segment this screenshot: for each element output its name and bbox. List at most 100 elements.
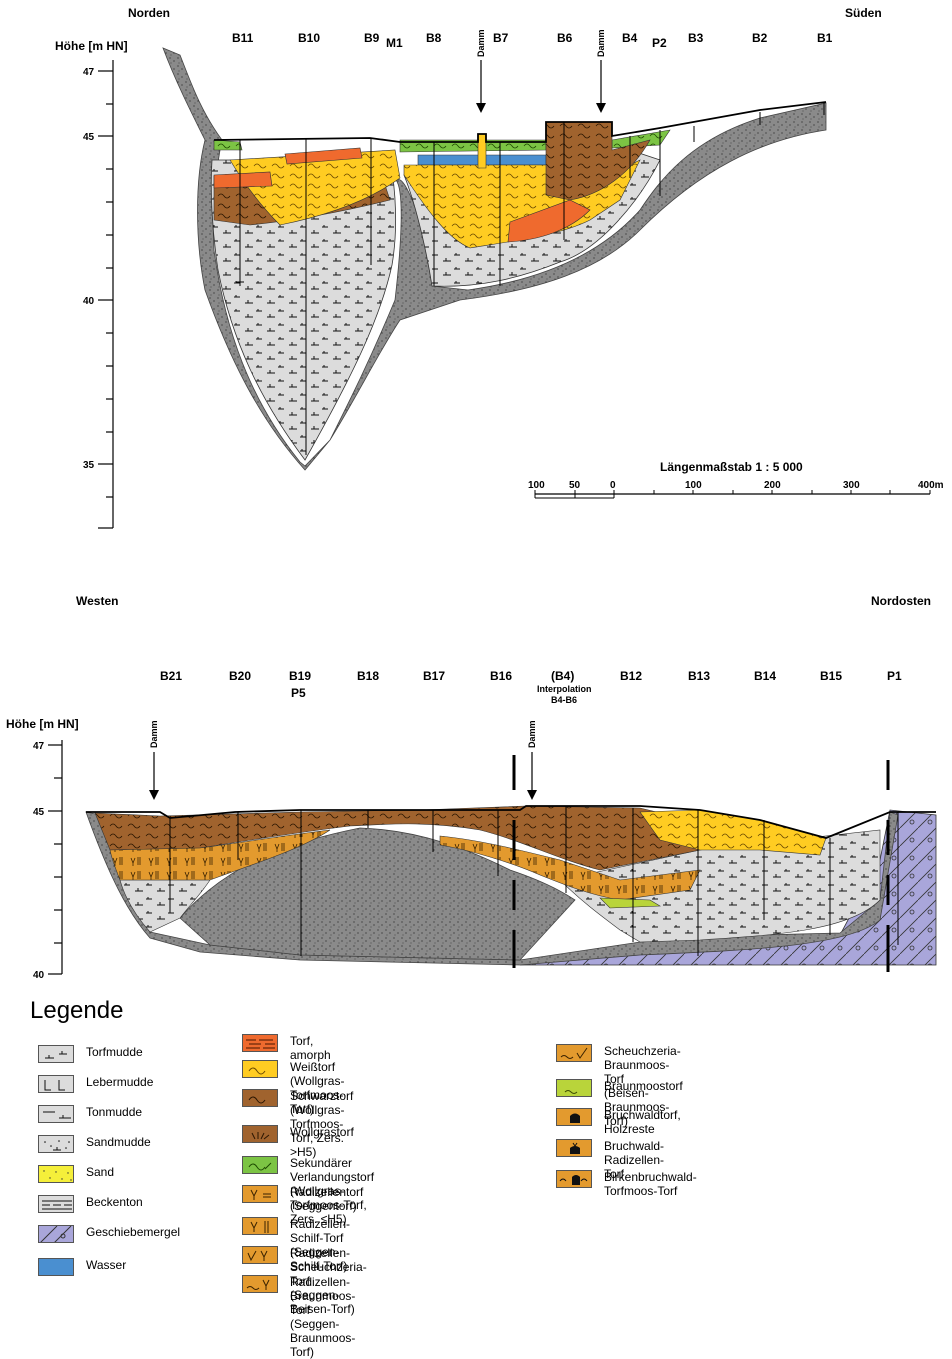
section2-borehole-lines	[169, 806, 899, 956]
legend-label: Radizellen-Braunmoos-Torf	[290, 1275, 356, 1317]
legend-label: Wasser	[86, 1258, 127, 1272]
legend-item-wasser: Wasser	[38, 1258, 126, 1276]
legend-item-radizellen-scheuchzeria-torf: Radizellen-Scheuchzeria-Torf (Seggen-Beis…	[242, 1246, 367, 1316]
legend-label: Bruchwald-Radizellen-Torf	[604, 1139, 665, 1181]
direction-south-label: Süden	[845, 6, 882, 20]
borehole-p5-label: P5	[291, 686, 306, 700]
direction-west-label: Westen	[76, 594, 118, 608]
legend-label: Radizellentorf	[290, 1185, 364, 1199]
borehole-m1-label: M1	[386, 36, 403, 50]
legend-item-wollgrastorf: Wollgrastorf	[242, 1125, 354, 1143]
swatch-radizellentorf	[242, 1185, 278, 1203]
section1-surface-line	[213, 101, 827, 143]
borehole-b20-label: B20	[229, 669, 251, 683]
borehole-b16-label: B16	[490, 669, 512, 683]
section2-divider-lines	[512, 755, 890, 972]
legend-label: Schwarztorf	[290, 1089, 354, 1103]
borehole-p2-label: P2	[652, 36, 667, 50]
swatch-beckenton	[38, 1195, 74, 1213]
section2-radizellen	[109, 829, 331, 881]
legend-sublabel: (Wollgras-Torfmoos-Torf)	[290, 1074, 345, 1116]
borehole-b3-label: B3	[688, 31, 704, 45]
damm-arrow-4: Damm	[527, 720, 537, 800]
damm-arrow-2: Damm	[596, 29, 606, 113]
legend-sublabel: (Wollgras-Torfmoos-Torf, Zers. ≤H5)	[290, 1184, 367, 1226]
legend-label: Weißtorf	[290, 1060, 336, 1074]
legend-item-lebermudde: Lebermudde	[38, 1075, 153, 1093]
legend-item-radizellentorf: Radizellentorf (Seggentorf)	[242, 1185, 363, 1213]
borehole-b19-label: B19	[289, 669, 311, 683]
legend-label: Sekundärer Verlandungstorf	[290, 1156, 375, 1184]
legend-label: Tonmudde	[86, 1105, 143, 1119]
borehole-b15-label: B15	[820, 669, 842, 683]
section1-y-axis	[98, 60, 114, 529]
stratigraphy-figure: Norden Süden Höhe [m HN] 47 45 40 35 B	[6, 6, 944, 981]
legend-label: Radizellen-Schilf-Torf	[290, 1217, 351, 1245]
svg-text:400m: 400m	[918, 480, 944, 491]
legend-title: Legende	[30, 997, 124, 1024]
svg-text:Damm: Damm	[527, 720, 537, 748]
borehole-b18-label: B18	[357, 669, 379, 683]
svg-text:300: 300	[843, 480, 860, 491]
legend-item-torfmudde: Torfmudde	[38, 1045, 143, 1063]
swatch-torfmudde	[38, 1045, 74, 1063]
section2-radizellen-east	[439, 835, 701, 901]
swatch-radizellen-scheuchzeria-torf	[242, 1246, 278, 1264]
legend-label: Torfmudde	[86, 1045, 143, 1059]
borehole-b12-label: B12	[620, 669, 642, 683]
section1-amorph-east	[507, 199, 591, 243]
legend-item-torf-amorph: Torf, amorph	[242, 1034, 331, 1062]
legend-sublabel: Torfmoos-Torf	[604, 1184, 678, 1198]
section2-y-axis	[48, 740, 63, 975]
swatch-verlandungstorf	[242, 1156, 278, 1174]
borehole-b10-label: B10	[298, 31, 320, 45]
legend-item-radizellen-braunmoos-torf: Radizellen-Braunmoos-Torf (Seggen-Braunmo…	[242, 1275, 355, 1359]
borehole-p1-label: P1	[887, 669, 902, 683]
section2-schwarztorf	[94, 805, 701, 871]
interpolation-label: Interpolation	[537, 684, 592, 694]
scale-bar: Längenmaßstab 1 : 5 000 100 50 0 100 200	[528, 460, 944, 499]
legend-sublabel: (Seggentorf)	[290, 1199, 357, 1213]
swatch-wasser	[38, 1258, 74, 1276]
borehole-b1-label: B1	[817, 31, 833, 45]
borehole-b4-label: B4	[622, 31, 638, 45]
legend-item-braunmoostorf: Braunmoostorf	[556, 1079, 683, 1097]
damm-arrow-1: Damm	[476, 29, 486, 113]
borehole-b13-label: B13	[688, 669, 710, 683]
legend-item-verlandungstorf: Sekundärer Verlandungstorf (Wollgras-Torf…	[242, 1156, 374, 1226]
svg-text:0: 0	[610, 480, 616, 491]
legend-label: Braunmoostorf	[604, 1079, 683, 1093]
legend-item-scheuchzeria-braunmoos-torf: Scheuchzeria-Braunmoos-Torf (Beisen-Braun…	[556, 1044, 681, 1128]
interpolation-range-label: B4-B6	[551, 695, 577, 705]
section1-borehole-lines	[236, 102, 825, 455]
legend-sublabel: (Beisen-Braunmoos-Torf)	[604, 1086, 670, 1128]
legend-item-birkenbruchwald: Birkenbruchwald- Torfmoos-Torf	[556, 1170, 697, 1198]
direction-northeast-label: Nordosten	[871, 594, 931, 608]
svg-text:Damm: Damm	[596, 29, 606, 57]
section2-tick-47: 47	[33, 741, 45, 752]
section1-axis-label: Höhe [m HN]	[55, 39, 128, 53]
swatch-birkenbruchwald	[556, 1170, 592, 1188]
section2-axis-label: Höhe [m HN]	[6, 717, 79, 731]
legend-label: Wollgrastorf	[290, 1125, 354, 1139]
section2-tick-40: 40	[33, 970, 45, 981]
section1-amorph-band	[213, 147, 363, 189]
borehole-b14-label: B14	[754, 669, 776, 683]
svg-text:100: 100	[528, 480, 545, 491]
legend-label: Torf, amorph	[290, 1034, 331, 1062]
section1-tick-40: 40	[83, 296, 95, 307]
svg-text:50: 50	[569, 480, 581, 491]
legend-item-weisstorf: Weißtorf (Wollgras-Torfmoos-Torf)	[242, 1060, 344, 1116]
legend-item-geschiebemergel: Geschiebemergel	[38, 1225, 180, 1243]
swatch-weisstorf	[242, 1060, 278, 1078]
swatch-tonmudde	[38, 1105, 74, 1123]
section1-tick-47: 47	[83, 67, 95, 78]
section1-mineral-base	[162, 47, 827, 471]
section1-profile: Norden Süden Höhe [m HN] 47 45 40 35 B	[55, 6, 944, 529]
borehole-b17-label: B17	[423, 669, 445, 683]
section2-torfmudde-east	[559, 829, 881, 943]
legend-item-schwarztorf: Schwarztorf (Wollgras-Torfmoos-Torf, Zers…	[242, 1089, 353, 1159]
legend-label: Lebermudde	[86, 1075, 154, 1089]
swatch-radizellen-schilf-torf	[242, 1217, 278, 1235]
legend-item-sand: Sand	[38, 1165, 114, 1183]
